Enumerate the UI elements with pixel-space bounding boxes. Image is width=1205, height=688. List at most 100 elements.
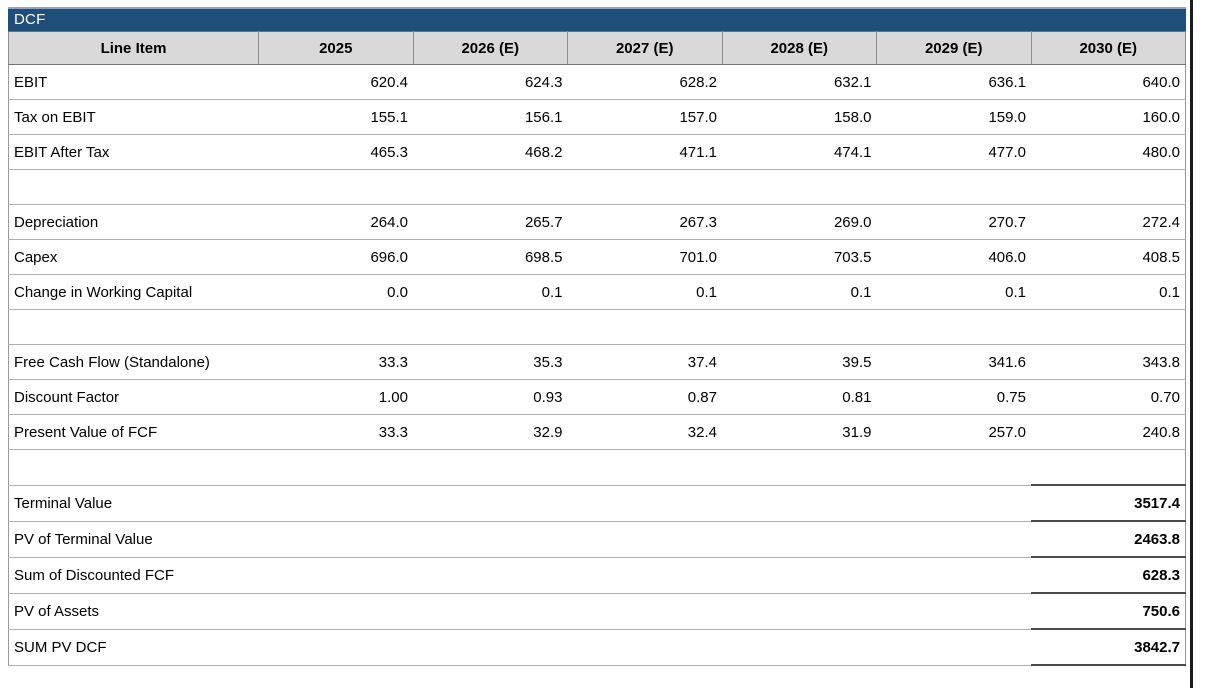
value-cell[interactable]: 33.3 (258, 344, 413, 380)
value-cell[interactable]: 35.3 (413, 344, 568, 380)
value-cell[interactable] (722, 485, 877, 522)
sheet-title-bar[interactable]: DCF (8, 7, 1186, 31)
value-cell[interactable] (876, 309, 1031, 345)
value-cell[interactable] (722, 449, 877, 486)
value-cell[interactable] (258, 169, 413, 205)
value-cell[interactable]: 269.0 (722, 204, 877, 240)
value-cell[interactable] (567, 629, 722, 666)
value-cell[interactable] (567, 521, 722, 558)
value-cell[interactable] (722, 593, 877, 630)
value-cell[interactable]: 636.1 (876, 64, 1031, 100)
value-cell[interactable] (567, 593, 722, 630)
value-cell[interactable]: 257.0 (876, 414, 1031, 450)
value-cell[interactable] (413, 593, 568, 630)
column-header-2027e[interactable]: 2027 (E) (567, 31, 723, 65)
value-cell[interactable] (413, 449, 568, 486)
value-cell[interactable]: 698.5 (413, 239, 568, 275)
column-header-line-item[interactable]: Line Item (8, 31, 259, 65)
row-label-cell[interactable]: Discount Factor (8, 379, 259, 415)
summary-total-cell[interactable]: 3517.4 (1031, 484, 1186, 522)
value-cell[interactable]: 465.3 (258, 134, 413, 170)
value-cell[interactable]: 471.1 (567, 134, 722, 170)
value-cell[interactable]: 267.3 (567, 204, 722, 240)
value-cell[interactable]: 155.1 (258, 99, 413, 135)
value-cell[interactable] (258, 593, 413, 630)
value-cell[interactable]: 156.1 (413, 99, 568, 135)
value-cell[interactable] (413, 521, 568, 558)
value-cell[interactable]: 468.2 (413, 134, 568, 170)
column-header-2025[interactable]: 2025 (258, 31, 414, 65)
column-header-2030e[interactable]: 2030 (E) (1030, 31, 1186, 65)
value-cell[interactable] (876, 557, 1031, 594)
value-cell[interactable] (567, 557, 722, 594)
value-cell[interactable] (413, 557, 568, 594)
value-cell[interactable]: 32.9 (413, 414, 568, 450)
value-cell[interactable] (567, 309, 722, 345)
value-cell[interactable] (722, 521, 877, 558)
value-cell[interactable]: 0.1 (1031, 274, 1186, 310)
value-cell[interactable] (876, 485, 1031, 522)
value-cell[interactable]: 408.5 (1031, 239, 1186, 275)
value-cell[interactable] (258, 557, 413, 594)
summary-total-cell[interactable]: 628.3 (1031, 556, 1186, 594)
row-label-cell[interactable]: PV of Assets (8, 593, 259, 630)
value-cell[interactable] (567, 169, 722, 205)
column-header-2028e[interactable]: 2028 (E) (721, 31, 877, 65)
value-cell[interactable] (876, 169, 1031, 205)
row-label-cell[interactable] (8, 309, 259, 345)
row-label-cell[interactable]: Present Value of FCF (8, 414, 259, 450)
value-cell[interactable] (876, 629, 1031, 666)
value-cell[interactable] (722, 309, 877, 345)
value-cell[interactable]: 341.6 (876, 344, 1031, 380)
value-cell[interactable]: 158.0 (722, 99, 877, 135)
row-label-cell[interactable]: Change in Working Capital (8, 274, 259, 310)
value-cell[interactable] (876, 449, 1031, 486)
column-header-2026e[interactable]: 2026 (E) (412, 31, 568, 65)
value-cell[interactable] (1031, 169, 1186, 205)
value-cell[interactable]: 33.3 (258, 414, 413, 450)
summary-total-cell[interactable]: 750.6 (1031, 592, 1186, 630)
value-cell[interactable]: 696.0 (258, 239, 413, 275)
row-label-cell[interactable] (8, 449, 259, 486)
value-cell[interactable]: 272.4 (1031, 204, 1186, 240)
summary-total-cell[interactable]: 2463.8 (1031, 520, 1186, 558)
value-cell[interactable]: 701.0 (567, 239, 722, 275)
value-cell[interactable]: 160.0 (1031, 99, 1186, 135)
value-cell[interactable] (722, 629, 877, 666)
value-cell[interactable] (258, 629, 413, 666)
value-cell[interactable]: 159.0 (876, 99, 1031, 135)
value-cell[interactable] (722, 557, 877, 594)
value-cell[interactable]: 39.5 (722, 344, 877, 380)
value-cell[interactable]: 474.1 (722, 134, 877, 170)
value-cell[interactable]: 37.4 (567, 344, 722, 380)
value-cell[interactable]: 620.4 (258, 64, 413, 100)
value-cell[interactable]: 0.1 (413, 274, 568, 310)
summary-total-cell[interactable]: 3842.7 (1031, 628, 1186, 666)
value-cell[interactable]: 32.4 (567, 414, 722, 450)
value-cell[interactable] (567, 449, 722, 486)
value-cell[interactable]: 31.9 (722, 414, 877, 450)
value-cell[interactable] (258, 449, 413, 486)
value-cell[interactable]: 0.1 (567, 274, 722, 310)
value-cell[interactable]: 0.93 (413, 379, 568, 415)
row-label-cell[interactable]: Free Cash Flow (Standalone) (8, 344, 259, 380)
row-label-cell[interactable]: PV of Terminal Value (8, 521, 259, 558)
value-cell[interactable]: 406.0 (876, 239, 1031, 275)
value-cell[interactable]: 640.0 (1031, 64, 1186, 100)
row-label-cell[interactable]: Capex (8, 239, 259, 275)
value-cell[interactable] (876, 521, 1031, 558)
value-cell[interactable]: 480.0 (1031, 134, 1186, 170)
value-cell[interactable] (567, 485, 722, 522)
value-cell[interactable]: 703.5 (722, 239, 877, 275)
value-cell[interactable]: 624.3 (413, 64, 568, 100)
value-cell[interactable] (413, 485, 568, 522)
value-cell[interactable] (1031, 449, 1186, 486)
value-cell[interactable]: 0.70 (1031, 379, 1186, 415)
row-label-cell[interactable]: EBIT After Tax (8, 134, 259, 170)
value-cell[interactable]: 1.00 (258, 379, 413, 415)
value-cell[interactable]: 477.0 (876, 134, 1031, 170)
value-cell[interactable]: 343.8 (1031, 344, 1186, 380)
row-label-cell[interactable]: Terminal Value (8, 485, 259, 522)
row-label-cell[interactable]: Sum of Discounted FCF (8, 557, 259, 594)
value-cell[interactable] (876, 593, 1031, 630)
